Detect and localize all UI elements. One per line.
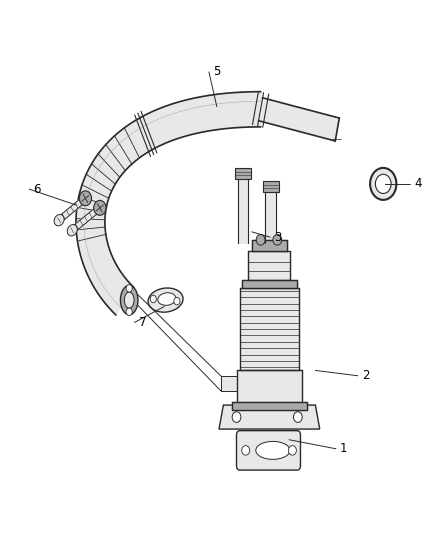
Circle shape [150, 295, 156, 303]
Ellipse shape [370, 168, 396, 200]
Polygon shape [238, 179, 248, 243]
Circle shape [273, 235, 282, 245]
Ellipse shape [124, 292, 134, 308]
Ellipse shape [120, 286, 138, 314]
Circle shape [126, 308, 132, 316]
Polygon shape [76, 92, 261, 315]
Ellipse shape [67, 224, 77, 236]
Polygon shape [265, 192, 276, 243]
Polygon shape [221, 376, 237, 391]
Text: 2: 2 [362, 369, 370, 382]
Circle shape [293, 411, 302, 422]
Polygon shape [71, 205, 101, 233]
Bar [263, 181, 279, 192]
Text: 4: 4 [414, 177, 422, 190]
Text: 3: 3 [275, 231, 282, 244]
Text: 7: 7 [138, 316, 146, 329]
Circle shape [232, 411, 241, 422]
Text: 5: 5 [213, 66, 220, 78]
Polygon shape [248, 251, 290, 280]
Circle shape [94, 200, 106, 215]
Ellipse shape [158, 293, 176, 305]
Text: 1: 1 [340, 442, 348, 455]
Polygon shape [237, 370, 302, 405]
Circle shape [242, 446, 250, 455]
Polygon shape [232, 402, 307, 410]
Ellipse shape [148, 288, 183, 312]
Ellipse shape [256, 441, 290, 459]
Polygon shape [252, 240, 287, 251]
FancyBboxPatch shape [237, 431, 300, 470]
Circle shape [126, 285, 132, 292]
Polygon shape [258, 98, 339, 141]
Circle shape [174, 297, 180, 305]
Ellipse shape [54, 214, 64, 226]
Circle shape [256, 235, 265, 245]
Bar [235, 168, 251, 179]
Text: 6: 6 [33, 183, 41, 196]
Ellipse shape [375, 174, 391, 193]
Circle shape [289, 446, 297, 455]
Circle shape [79, 191, 92, 206]
Polygon shape [242, 280, 297, 288]
Polygon shape [58, 196, 87, 223]
Polygon shape [240, 288, 299, 370]
Polygon shape [219, 405, 320, 429]
